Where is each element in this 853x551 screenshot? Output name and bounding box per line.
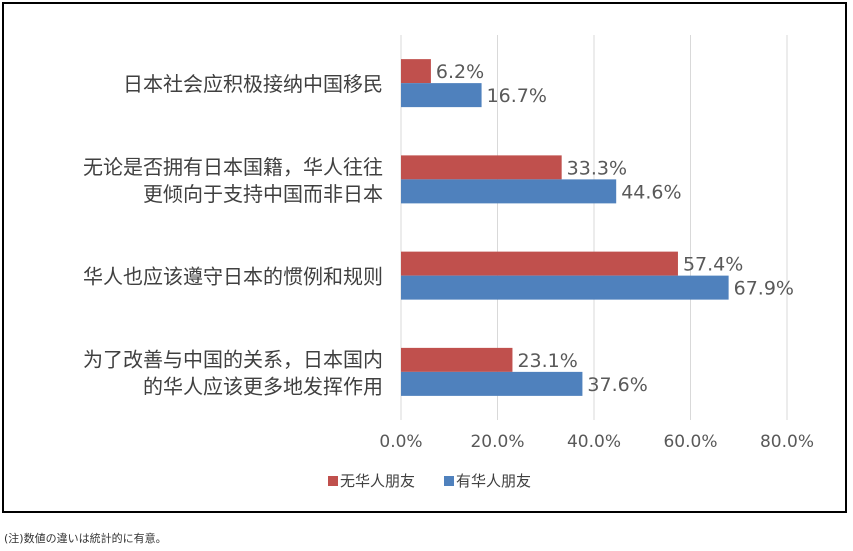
category-label: 无论是否拥有日本国籍，华人往往: [83, 155, 383, 179]
category-label: 的华人应该更多地发挥作用: [143, 374, 383, 398]
x-tick-label: 80.0%: [760, 432, 814, 452]
category-label: 华人也应该遵守日本的惯例和规则: [83, 265, 383, 289]
data-label: 16.7%: [487, 85, 547, 107]
bar: [401, 179, 617, 204]
data-label: 57.4%: [683, 254, 743, 276]
bar: [401, 251, 678, 276]
data-label: 23.1%: [517, 350, 577, 372]
bar-chart: 0.0% 20.0% 40.0% 60.0% 80.0% 6.2%16.7% 日本社会应积极…: [83, 35, 814, 490]
bar: [401, 59, 431, 84]
legend-swatch: [444, 476, 454, 486]
legend-label: 有华人朋友: [456, 472, 531, 490]
category-label: 更倾向于支持中国而非日本: [143, 182, 383, 206]
x-tick-label: 20.0%: [470, 432, 524, 452]
x-tick-label: 40.0%: [567, 432, 621, 452]
bar: [401, 371, 583, 396]
bar: [401, 155, 562, 180]
data-label: 33.3%: [567, 157, 627, 179]
category-label: 日本社会应积极接纳中国移民: [123, 72, 383, 96]
legend-swatch: [328, 476, 338, 486]
x-tick-label: 0.0%: [379, 432, 422, 452]
data-label: 37.6%: [587, 374, 647, 396]
footnote: (注)数値の違いは統計的に有意。: [4, 532, 167, 545]
legend-label: 无华人朋友: [340, 472, 415, 490]
data-label: 44.6%: [621, 181, 681, 203]
x-tick-label: 60.0%: [663, 432, 717, 452]
bar: [401, 83, 482, 108]
bar: [401, 275, 729, 300]
data-label: 67.9%: [734, 278, 794, 300]
bar: [401, 347, 513, 372]
category-label: 为了改善与中国的关系，日本国内: [83, 347, 383, 371]
data-label: 6.2%: [436, 61, 484, 83]
